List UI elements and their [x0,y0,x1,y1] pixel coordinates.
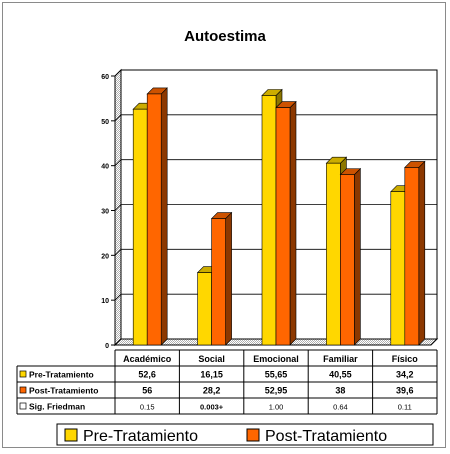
bar-post-tratamiento-2 [275,100,297,346]
y-axis: 0 10 20 30 40 50 60 [101,74,116,350]
table-value: 56 [142,386,152,396]
bar-side [225,211,232,346]
table-value: 40,55 [329,370,352,380]
y-tick-label: 30 [101,209,109,216]
category-label: Social [198,354,225,364]
bar-front [211,218,226,346]
bar-post-tratamiento-1 [210,211,233,346]
legend-swatch [246,428,260,442]
bar-front [390,191,406,346]
table-value: 52,95 [265,386,288,396]
y-tick-label: 40 [101,164,109,171]
bar-post-tratamiento-4 [404,160,426,346]
legend: Pre-Tratamiento Post-Tratamiento [56,423,434,446]
bar-front [197,272,212,346]
legend-label: Post-Tratamiento [265,428,387,445]
category-label: Emocional [253,354,299,364]
bar-front [146,93,162,346]
bar-front [340,174,355,346]
bar-front [275,107,291,346]
table-value: 0.11 [398,403,412,412]
y-tick-label: 0 [105,343,109,350]
y-tick-label: 20 [101,253,109,260]
legend-label: Pre-Tratamiento [83,428,198,445]
table-value: 28,2 [203,386,221,396]
table-value: 39,6 [396,386,414,396]
bar-front [326,162,341,346]
row-label-pre: Pre-Tratamiento [29,370,94,380]
row-label-sig: Sig. Friedman [29,402,85,412]
category-label: Académico [123,354,172,364]
legend-box [56,423,434,446]
bar-front [132,108,148,346]
row-key-pre [19,370,27,378]
bar-front [261,95,277,346]
table-value: 52,6 [138,370,156,380]
y-tick-label: 10 [101,298,109,305]
row-key-post [19,386,27,394]
bar-side [354,167,361,346]
table-value: 16,15 [200,370,223,380]
chart: Autoestima 0 10 20 30 40 50 60 Académico Social… [16,28,439,446]
row-label-post: Post-Tratamiento [29,386,98,396]
table-value: 1.00 [269,403,284,412]
row-key-sig [19,402,27,410]
table-value: 0.003+ [200,403,224,412]
chart-frame: Autoestima 0 10 20 30 40 50 60 Académico Social… [2,2,446,448]
bar-side [289,100,297,346]
table-value: 38 [335,386,345,396]
bar-side [160,87,168,346]
bar-post-tratamiento-0 [146,87,168,346]
category-label: Familiar [323,354,358,364]
y-tick-label: 60 [101,74,109,81]
legend-swatch [64,428,78,442]
chart-title: Autoestima [184,28,266,45]
data-table: Académico Social Emocional Familiar Físico Pr… [16,349,438,415]
bar-post-tratamiento-3 [339,167,362,346]
y-tick-label: 50 [101,119,109,126]
bar-side [418,160,426,346]
table-value: 34,2 [396,370,414,380]
gridline [114,69,437,77]
category-label: Físico [392,354,419,364]
gridline [114,114,437,122]
bars [132,87,426,346]
table-value: 0.64 [333,403,348,412]
table-value: 55,65 [265,370,288,380]
bar-front [404,167,420,346]
table-value: 0.15 [140,403,155,412]
